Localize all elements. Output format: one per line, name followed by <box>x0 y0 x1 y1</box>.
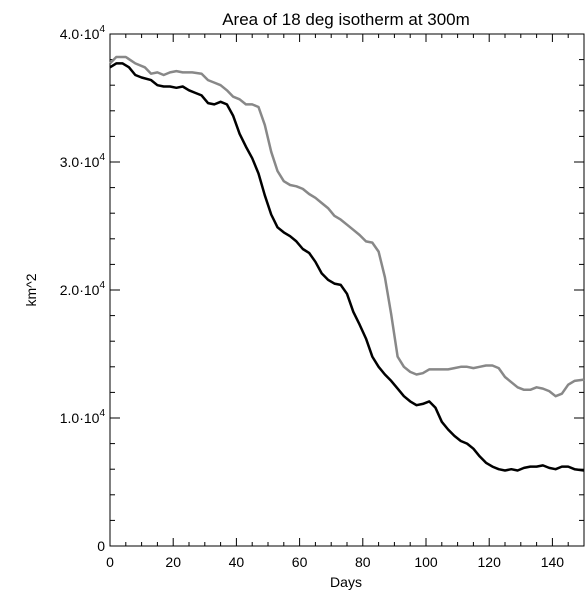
y-tick-mantissa: 4.0·10 <box>60 26 100 42</box>
x-tick-label: 120 <box>478 554 502 570</box>
series-layer <box>109 55 585 472</box>
y-tick-label: 4.0·104 <box>60 24 106 42</box>
chart-title: Area of 18 deg isotherm at 300m <box>222 10 470 29</box>
y-tick-exponent: 4 <box>99 408 105 419</box>
y-tick-mantissa: 2.0·10 <box>60 282 100 298</box>
x-tick-label: 140 <box>541 554 565 570</box>
y-tick-mantissa: 0 <box>97 538 105 554</box>
x-axis-label: Days <box>330 574 362 590</box>
x-axis: 0 20 40 60 80 100 120 140 <box>106 34 569 570</box>
y-tick-label: 0 <box>97 538 105 554</box>
series-line-2 <box>109 62 585 472</box>
y-tick-mantissa: 3.0·10 <box>60 154 100 170</box>
series-line-1 <box>109 55 585 398</box>
y-tick-label: 1.0·104 <box>60 408 106 426</box>
y-tick-mantissa: 1.0·10 <box>60 410 100 426</box>
x-tick-label: 20 <box>165 554 181 570</box>
x-tick-label: 60 <box>292 554 308 570</box>
y-tick-exponent: 4 <box>99 24 105 35</box>
y-tick-exponent: 4 <box>99 280 105 291</box>
y-tick-label: 2.0·104 <box>60 280 106 298</box>
x-tick-label: 40 <box>229 554 245 570</box>
y-tick-exponent: 4 <box>99 152 105 163</box>
y-axis-label: km^2 <box>23 273 39 306</box>
y-tick-label: 3.0·104 <box>60 152 106 170</box>
x-tick-label: 0 <box>106 554 114 570</box>
x-tick-label: 80 <box>355 554 371 570</box>
x-tick-label: 100 <box>414 554 438 570</box>
